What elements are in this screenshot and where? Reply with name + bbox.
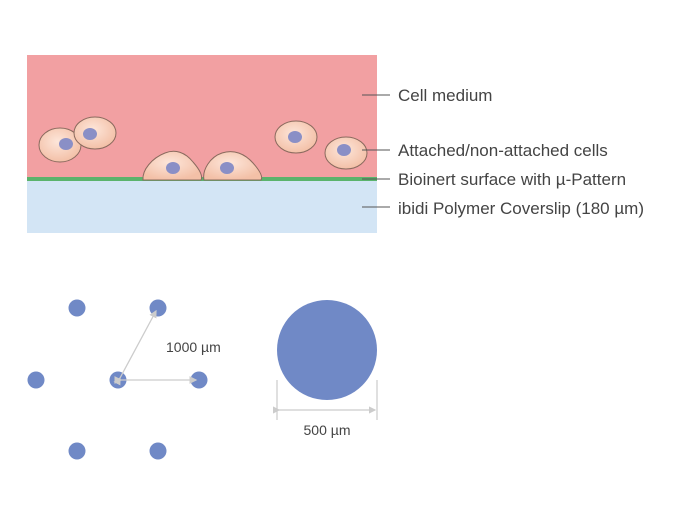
nucleus xyxy=(337,144,351,156)
diameter-label: 500 µm xyxy=(304,422,351,438)
spacing-label: 1000 µm xyxy=(166,339,221,355)
spacing-arrows xyxy=(113,309,198,386)
spot-enlarged xyxy=(277,300,377,400)
spot xyxy=(149,442,167,460)
label-cell-medium: Cell medium xyxy=(398,86,492,105)
nucleus xyxy=(83,128,97,140)
label-coverslip: ibidi Polymer Coverslip (180 µm) xyxy=(398,199,644,218)
cell-medium-layer xyxy=(27,55,377,179)
attached-cell xyxy=(203,151,263,181)
floating-cell xyxy=(73,116,117,150)
bioinert-surface-layer xyxy=(27,177,377,181)
attached-cell xyxy=(142,150,203,181)
spot xyxy=(68,442,86,460)
nucleus xyxy=(166,162,180,174)
spot xyxy=(27,371,45,389)
leader-lines xyxy=(362,94,390,208)
nucleus xyxy=(220,162,234,174)
floating-cell xyxy=(274,120,318,154)
floating-cell xyxy=(324,136,368,170)
nucleus xyxy=(288,131,302,143)
floating-cell xyxy=(38,127,82,163)
spot xyxy=(68,299,86,317)
diameter-dimension xyxy=(273,380,378,420)
coverslip-layer xyxy=(27,181,377,233)
nucleus xyxy=(59,138,73,150)
spot xyxy=(190,371,208,389)
label-cells: Attached/non-attached cells xyxy=(398,141,608,160)
label-surface: Bioinert surface with µ-Pattern xyxy=(398,170,626,189)
spot xyxy=(149,299,167,317)
